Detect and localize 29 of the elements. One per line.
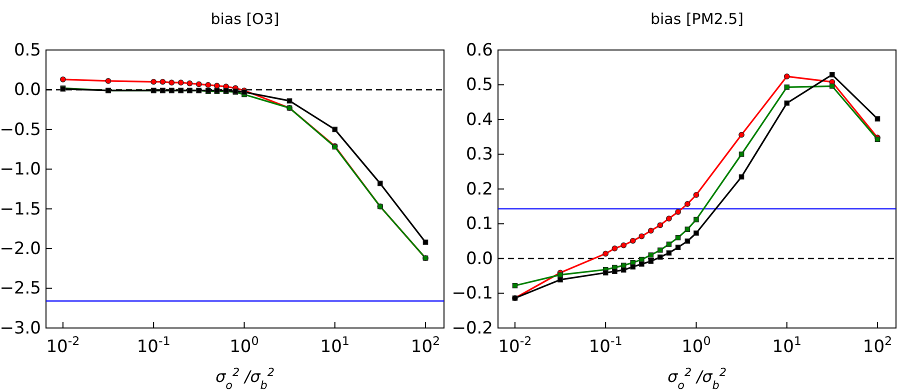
y-tick-label: 0.5: [466, 75, 493, 96]
y-tick-label: −3.0: [0, 318, 41, 338]
y-tick-label: −0.5: [0, 120, 41, 140]
x-tick-label: 10$^{-1}$: [588, 334, 622, 357]
x-tick-label: 10$^{-2}$: [46, 334, 80, 357]
x-tick-label: 10$^{-2}$: [498, 334, 532, 357]
y-tick-label: −0.2: [452, 318, 493, 338]
x-tick-label: 10$^{-1}$: [136, 334, 170, 357]
y-tick-label: −2.5: [0, 278, 41, 299]
y-tick-label: 0.2: [466, 179, 493, 200]
y-tick-label: 0.1: [466, 214, 493, 234]
y-tick-label: 0.0: [466, 248, 493, 269]
y-tick-label: −2.0: [0, 239, 41, 260]
x-tick-label: 10$^{1}$: [320, 334, 350, 357]
y-tick-label: 0.0: [14, 80, 41, 100]
x-tick-label: 10$^{0}$: [230, 334, 259, 357]
x-tick-label: 10$^{1}$: [772, 334, 802, 357]
y-tick-label: 0.4: [466, 110, 493, 130]
y-tick-label: 0.3: [466, 144, 493, 165]
y-tick-label: −1.5: [0, 199, 41, 220]
y-tick-label: −0.1: [452, 284, 493, 304]
x-tick-label: 10$^{2}$: [410, 334, 440, 357]
x-tick-label: 10$^{2}$: [862, 334, 892, 357]
x-tick-label: 10$^{0}$: [682, 334, 711, 357]
y-tick-label: −1.0: [0, 160, 41, 180]
y-tick-label: 0.6: [466, 40, 493, 60]
chart-title: bias [PM2.5]: [650, 10, 744, 28]
y-tick-label: 0.5: [14, 40, 41, 60]
chart-title: bias [O3]: [210, 10, 280, 28]
